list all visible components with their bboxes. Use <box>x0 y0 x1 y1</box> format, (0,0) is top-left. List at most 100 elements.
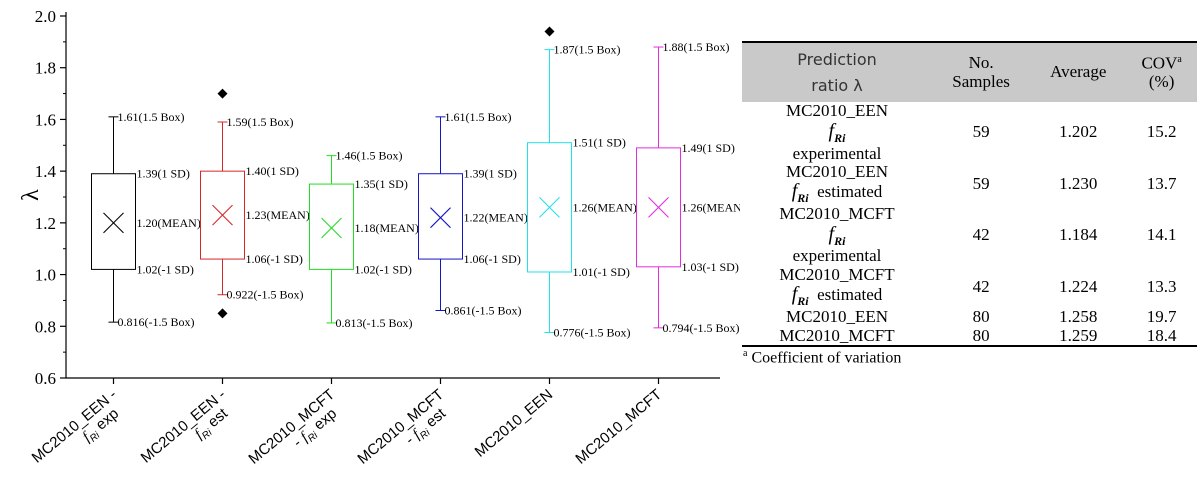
box-rect <box>200 170 245 260</box>
row-samples: 80 <box>972 307 990 327</box>
header-samples-line1: No. <box>968 52 994 72</box>
statistics-table: Prediction ratio λ No. Samples Average C… <box>742 40 1197 347</box>
footnote-sup: a <box>743 347 748 359</box>
header-prediction-line2: ratio λ <box>811 75 863 95</box>
header-prediction-ratio: Prediction ratio λ <box>742 40 933 103</box>
row-name-cell: MC2010_MCFT fRi estimated <box>742 264 932 308</box>
table-row: MC2010_EEN fRi experimental 59 1.202 15.2 <box>742 101 1197 163</box>
row-average: 1.258 <box>1059 307 1098 327</box>
row-model-name: MC2010_MCFT <box>779 204 895 224</box>
row-cov: 14.1 <box>1146 225 1177 245</box>
label-mean: 1.26(MEAN) <box>573 200 637 214</box>
row-cov: 19.7 <box>1146 307 1177 327</box>
row-model-name: MC2010_EEN <box>786 161 888 181</box>
y-tick-label: 1.0 <box>35 266 56 285</box>
label-mean: 1.22(MEAN) <box>464 211 528 225</box>
box-rect <box>527 142 572 273</box>
table-body: MC2010_EEN fRi experimental 59 1.202 15.2 MC20… <box>742 101 1197 347</box>
mean-marker <box>103 212 124 234</box>
row-samples: 59 <box>972 122 990 142</box>
x-category-label: MC2010_EEN <box>472 386 556 461</box>
label-lower-whisker: 0.922(-1.5 Box) <box>227 288 304 302</box>
label-mean: 1.26(MEAN) <box>682 200 741 214</box>
y-axis-label: λ <box>18 189 44 201</box>
label-lower-whisker: 0.816(-1.5 Box) <box>118 315 195 329</box>
label-q1: 1.06(-1 SD) <box>464 252 521 266</box>
table-row: MC2010_EEN 80 1.258 19.7 <box>742 307 1197 327</box>
y-tick-label: 1.2 <box>35 214 56 233</box>
row-name-cell: MC2010_EEN fRi experimental <box>742 101 932 163</box>
fri-symbol: fRi <box>791 180 809 206</box>
label-q3: 1.39(1 SD) <box>464 167 517 181</box>
mean-marker <box>539 196 560 218</box>
table-row: MC2010_MCFT fRi estimated 42 1.224 13.3 <box>742 264 1197 308</box>
label-q1: 1.02(-1 SD) <box>355 262 412 276</box>
y-tick-label: 1.8 <box>35 59 56 78</box>
label-mean: 1.20(MEAN) <box>137 216 201 230</box>
fri-symbol: fRi <box>828 119 846 145</box>
y-tick-label: 1.6 <box>35 110 56 129</box>
table-header-row: Prediction ratio λ No. Samples Average C… <box>742 40 1197 103</box>
label-lower-whisker: 0.776(-1.5 Box) <box>554 325 631 339</box>
row-cov: 18.4 <box>1126 326 1197 347</box>
mean-marker <box>321 217 342 239</box>
label-upper-whisker: 1.88(1.5 Box) <box>663 40 730 54</box>
label-lower-whisker: 0.861(-1.5 Box) <box>445 304 522 318</box>
header-prediction-line1: Prediction <box>797 50 877 69</box>
footnote-text: Coefficient of variation <box>751 349 902 367</box>
label-q1: 1.06(-1 SD) <box>246 252 303 266</box>
table-row: MC2010_MCFT 80 1.259 18.4 <box>742 325 1197 347</box>
row-average: 1.202 <box>1059 122 1098 142</box>
row-average: 1.184 <box>1059 225 1098 245</box>
row-cov: 15.2 <box>1146 122 1177 142</box>
label-upper-whisker: 1.59(1.5 Box) <box>227 115 294 129</box>
label-upper-whisker: 1.87(1.5 Box) <box>554 43 621 57</box>
row-samples: 42 <box>972 225 990 245</box>
y-tick-label: 0.6 <box>35 369 56 388</box>
row-average: 1.259 <box>1030 326 1127 347</box>
row-samples: 42 <box>972 276 990 296</box>
row-name-cell: MC2010_EEN fRi estimated <box>742 161 932 206</box>
label-q3: 1.49(1 SD) <box>682 141 735 155</box>
label-q1: 1.02(-1 SD) <box>137 262 194 276</box>
y-tick-label: 0.8 <box>35 317 56 336</box>
label-lower-whisker: 0.813(-1.5 Box) <box>336 316 413 330</box>
label-q1: 1.01(-1 SD) <box>573 265 630 279</box>
header-samples: No. Samples <box>932 40 1031 103</box>
table-row: MC2010_EEN fRi estimated 59 1.230 13.7 <box>742 161 1197 206</box>
header-cov-sup: a <box>1177 53 1182 65</box>
label-upper-whisker: 1.61(1.5 Box) <box>445 110 512 124</box>
box-rect <box>636 147 681 268</box>
row-model-name: MC2010_MCFT <box>779 264 895 284</box>
mean-marker <box>212 204 233 226</box>
y-tick-label: 1.4 <box>35 162 57 181</box>
row-name-cell: MC2010_EEN <box>742 307 932 327</box>
table-footnote: a Coefficient of variation <box>742 348 1197 367</box>
row-cov: 13.3 <box>1146 276 1177 296</box>
box-rect <box>309 183 354 270</box>
outlier-point <box>544 26 555 37</box>
row-samples: 59 <box>972 173 990 193</box>
label-mean: 1.23(MEAN) <box>246 208 310 222</box>
outlier-point <box>217 88 228 99</box>
box-rect <box>418 173 463 260</box>
row-method: experimental <box>792 246 882 266</box>
mean-marker <box>648 196 669 218</box>
row-model-name: MC2010_MCFT <box>779 325 895 345</box>
label-q3: 1.40(1 SD) <box>246 164 299 178</box>
label-q3: 1.51(1 SD) <box>573 136 626 150</box>
header-samples-line2: Samples <box>952 71 1010 91</box>
header-cov: COVa (%) <box>1126 40 1197 103</box>
row-method: estimated <box>817 182 883 202</box>
header-average: Average <box>1030 40 1127 103</box>
statistics-table-panel: Prediction ratio λ No. Samples Average C… <box>742 40 1197 367</box>
box-rect <box>91 173 136 270</box>
mean-marker <box>430 207 451 229</box>
row-method: estimated <box>817 285 883 305</box>
header-cov-main: COV <box>1141 53 1178 73</box>
header-cov-unit: (%) <box>1148 71 1175 91</box>
label-lower-whisker: 0.794(-1.5 Box) <box>663 321 740 335</box>
label-upper-whisker: 1.61(1.5 Box) <box>118 110 185 124</box>
row-method: experimental <box>792 143 882 163</box>
row-model-name: MC2010_EEN <box>786 307 888 327</box>
